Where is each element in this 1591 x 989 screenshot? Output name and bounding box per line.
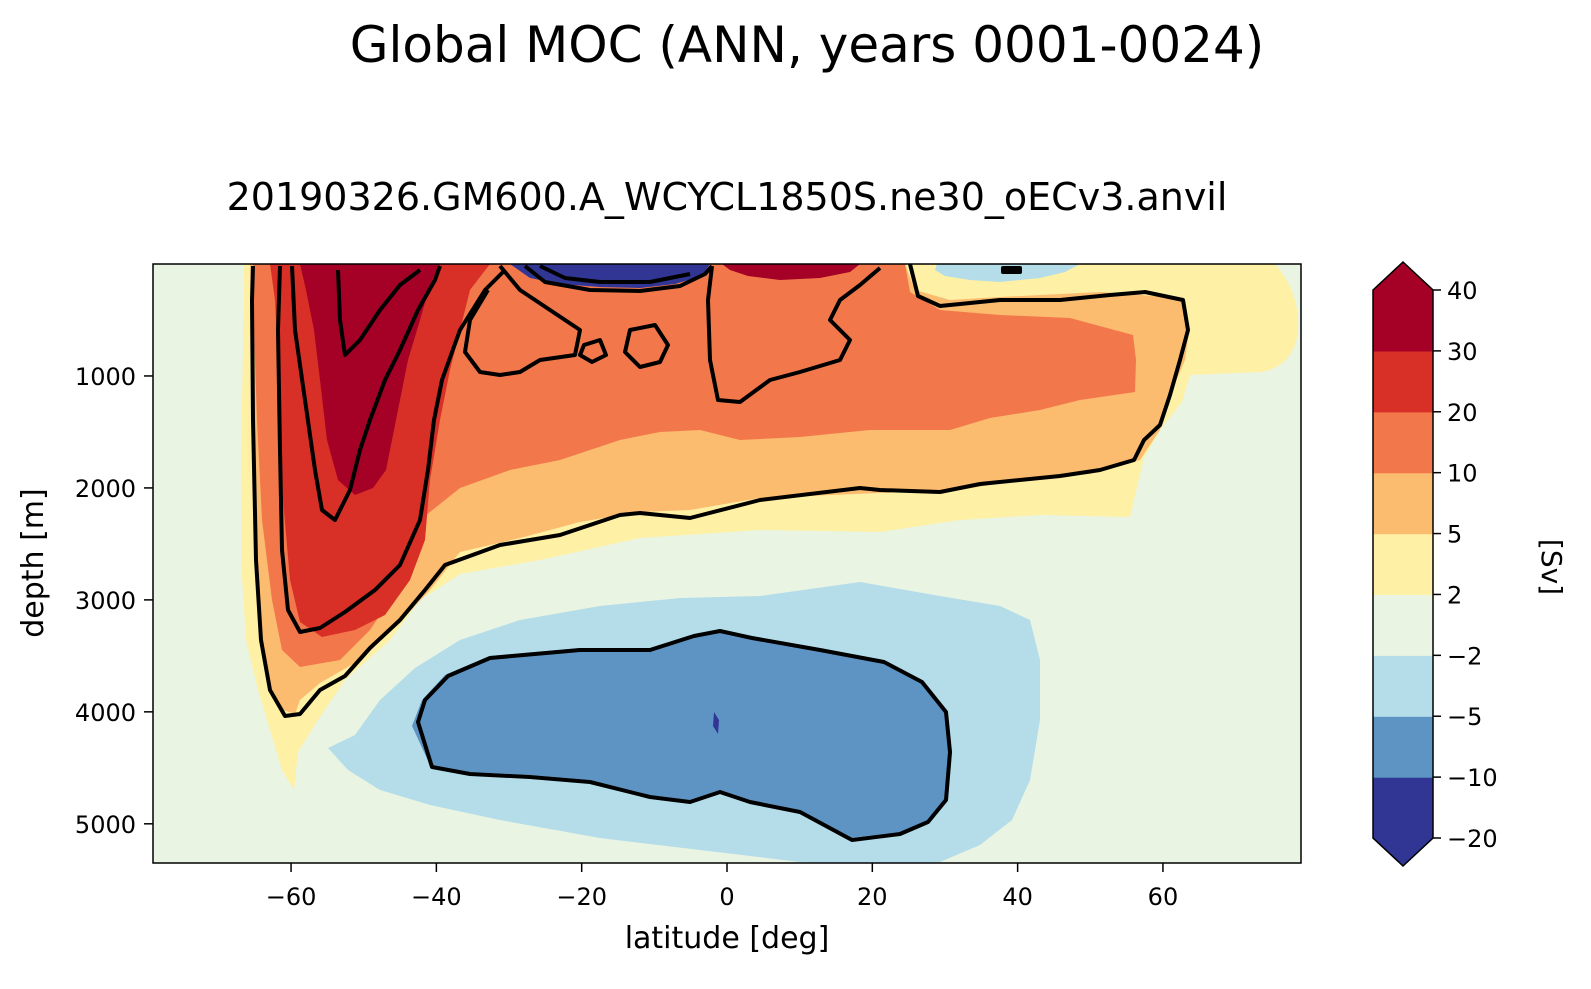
x-tick-label: 20 xyxy=(857,883,888,911)
colorbar-tick-label: −20 xyxy=(1447,825,1498,853)
colorbar-extend-min xyxy=(1373,838,1433,866)
colorbar-tick-label: 2 xyxy=(1447,581,1462,609)
y-axis: 1000 2000 3000 4000 5000 xyxy=(75,363,153,839)
colorbar-tick-label: 10 xyxy=(1447,460,1478,488)
contour-lines xyxy=(250,264,1190,842)
colorbar-tick-label: −5 xyxy=(1447,703,1482,731)
colorbar-tick-label: 5 xyxy=(1447,521,1462,549)
colorbar-tick-label: 40 xyxy=(1447,277,1478,305)
colorbar-band xyxy=(1373,533,1433,596)
x-tick-label: 0 xyxy=(719,883,734,911)
y-tick-label: 4000 xyxy=(75,699,136,727)
band-trop-nh xyxy=(722,264,860,280)
colorbar-band xyxy=(1373,716,1433,778)
colorbar-tick-label: 20 xyxy=(1447,399,1478,427)
colorbar-band xyxy=(1373,472,1433,535)
colorbar-band xyxy=(1373,777,1433,839)
colorbar-band xyxy=(1373,594,1433,656)
colorbar-band xyxy=(1373,655,1433,717)
contour-field xyxy=(153,264,1301,863)
x-tick-label: −20 xyxy=(556,883,607,911)
y-tick-label: 5000 xyxy=(75,811,136,839)
x-tick-label: 60 xyxy=(1148,883,1179,911)
colorbar-band xyxy=(1373,290,1433,352)
band-abyssal-5 xyxy=(412,630,952,838)
colorbar-band xyxy=(1373,350,1433,413)
chart-title: 20190326.GM600.A_WCYCL1850S.ne30_oECv3.a… xyxy=(227,175,1228,219)
colorbar: −20 −10 −5 −2 2 5 10 20 30 40 xyxy=(1372,260,1498,868)
y-tick-label: 3000 xyxy=(75,587,136,615)
x-axis: −60 −40 −20 0 20 40 60 xyxy=(266,863,1179,911)
y-tick-label: 1000 xyxy=(75,363,136,391)
colorbar-tick-label: −10 xyxy=(1447,764,1498,792)
colorbar-tick-label: −2 xyxy=(1447,642,1482,670)
y-axis-label: depth [m] xyxy=(16,488,51,638)
colorbar-band xyxy=(1373,411,1433,474)
x-tick-label: −40 xyxy=(411,883,462,911)
colorbar-label: [Sv] xyxy=(1535,539,1568,595)
x-axis-label: latitude [deg] xyxy=(625,921,830,956)
band-so-30 xyxy=(300,264,440,495)
colorbar-tick-label: 30 xyxy=(1447,338,1478,366)
x-tick-label: 40 xyxy=(1002,883,1033,911)
figure-suptitle: Global MOC (ANN, years 0001-0024) xyxy=(350,16,1265,74)
x-tick-label: −60 xyxy=(266,883,317,911)
colorbar-extend-max xyxy=(1373,262,1433,290)
band-abyssal-10 xyxy=(713,712,719,734)
y-tick-label: 2000 xyxy=(75,475,136,503)
